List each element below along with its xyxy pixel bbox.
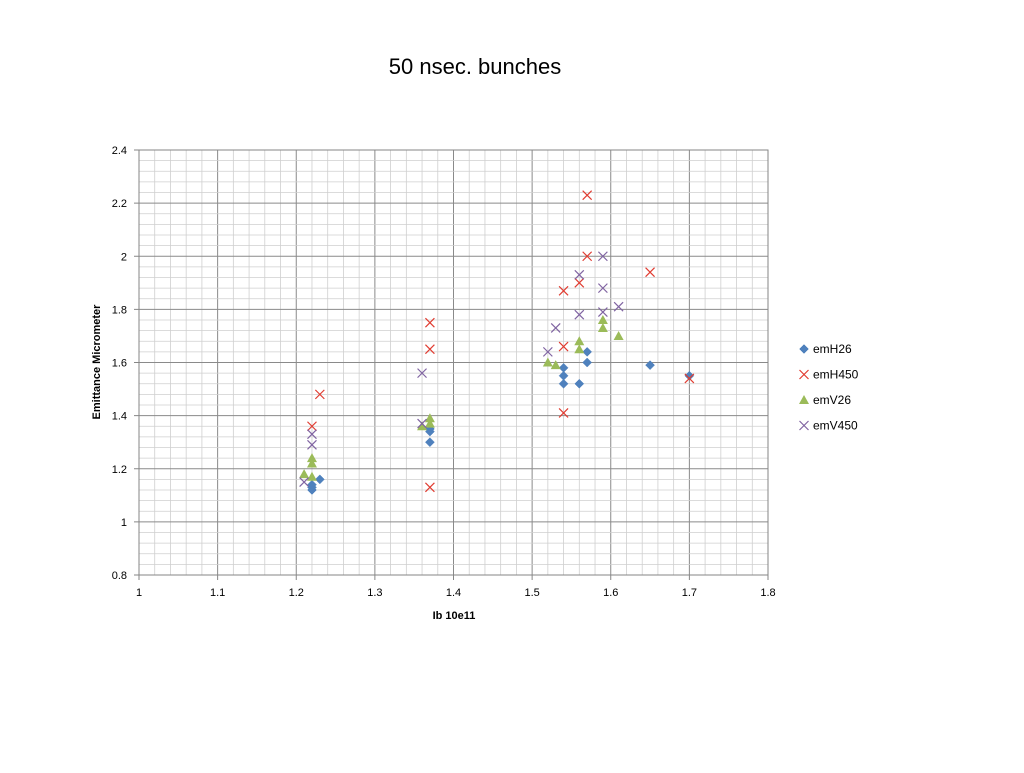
data-point-emV450 <box>542 346 553 357</box>
data-point-emV450 <box>550 323 561 333</box>
data-point-emH26 <box>558 378 569 389</box>
data-point-emV450 <box>417 368 427 379</box>
data-point-emV26 <box>574 344 585 354</box>
data-point-emV450 <box>307 439 317 450</box>
data-point-emV450 <box>417 418 427 429</box>
data-point-emH26 <box>558 362 569 373</box>
legend-marker-emH26 <box>799 344 809 354</box>
data-point-emV26 <box>299 469 310 479</box>
data-point-emH450 <box>558 341 569 352</box>
data-point-emV450 <box>574 269 585 280</box>
data-point-emV26 <box>597 322 608 332</box>
data-point-emV26 <box>306 458 317 468</box>
data-point-emV450 <box>597 283 608 294</box>
legend-label-emH26: emH26 <box>813 342 852 356</box>
data-point-emH450 <box>684 373 695 384</box>
data-points <box>299 190 695 495</box>
data-point-emH450 <box>645 267 655 278</box>
legend: emH26 emH450 emV26 emV450 <box>799 342 859 433</box>
data-point-emV450 <box>597 307 608 317</box>
data-point-emV26 <box>613 330 624 340</box>
data-point-emV26 <box>306 453 317 463</box>
y-tick-label: 2.2 <box>112 198 127 210</box>
data-point-emH26 <box>582 347 593 357</box>
x-tick-label: 1.8 <box>760 587 775 599</box>
data-point-emV450 <box>613 301 624 312</box>
x-axis-title: Ib 10e11 <box>433 610 476 622</box>
data-point-emV450 <box>574 309 585 320</box>
legend-item-emV450: emV450 <box>799 419 858 433</box>
grid <box>138 149 769 576</box>
data-point-emV26 <box>574 336 585 346</box>
data-point-emV26 <box>306 471 317 481</box>
x-tick-label: 1 <box>136 587 142 599</box>
legend-marker-emV450 <box>799 420 809 431</box>
data-point-emH26 <box>645 360 655 371</box>
x-tick-label: 1.4 <box>446 587 461 599</box>
legend-label-emV26: emV26 <box>813 393 851 407</box>
data-point-emH450 <box>582 190 593 201</box>
data-point-emH450 <box>424 317 435 328</box>
legend-item-emH450: emH450 <box>799 368 859 382</box>
x-tick-label: 1.5 <box>524 587 539 599</box>
data-point-emH26 <box>574 378 585 389</box>
data-point-emH26 <box>425 437 435 448</box>
data-point-emH450 <box>574 277 585 288</box>
y-axis-title: Emittance Micrometer <box>91 304 103 420</box>
data-point-emH450 <box>558 408 569 418</box>
data-point-emH450 <box>582 251 593 262</box>
y-tick-label: 1.8 <box>112 304 127 316</box>
data-point-emH450 <box>314 389 325 400</box>
y-tick-label: 1.6 <box>112 358 127 370</box>
y-tick-label: 0.8 <box>112 570 127 582</box>
chart-title: 50 nsec. bunches <box>389 54 561 79</box>
legend-label-emV450: emV450 <box>813 419 858 433</box>
data-point-emH26 <box>582 357 593 368</box>
legend-marker-emV26 <box>799 395 809 404</box>
data-point-emH26 <box>558 370 569 381</box>
data-point-emV26 <box>542 357 553 367</box>
series-emH450 <box>307 190 695 493</box>
x-tick-label: 1.3 <box>367 587 382 599</box>
data-point-emH26 <box>684 370 695 381</box>
data-point-emV26 <box>424 418 435 428</box>
y-tick-label: 1 <box>121 517 127 529</box>
y-tick-label: 1.2 <box>112 464 127 476</box>
data-point-emH26 <box>314 474 325 485</box>
data-point-emV450 <box>307 429 317 440</box>
data-point-emV450 <box>597 251 608 262</box>
tick-labels: 1 1.1 1.2 1.3 1.4 1.5 1.6 1.7 1.8 0.8 1 1.2 1.4 1.6 1.… <box>112 145 776 599</box>
x-tick-label: 1.7 <box>682 587 697 599</box>
legend-marker-emH450 <box>799 369 809 380</box>
x-tick-label: 1.1 <box>210 587 225 599</box>
data-point-emH450 <box>424 482 435 493</box>
legend-label-emH450: emH450 <box>813 368 859 382</box>
data-point-emV26 <box>550 360 561 370</box>
data-point-emH26 <box>307 479 317 490</box>
y-tick-label: 2.4 <box>112 145 127 157</box>
data-point-emV450 <box>299 477 310 487</box>
series-emV450 <box>299 251 624 487</box>
legend-item-emV26: emV26 <box>799 393 851 407</box>
x-tick-label: 1.6 <box>603 587 618 599</box>
y-tick-label: 1.4 <box>112 411 127 423</box>
series-emV26 <box>299 315 624 481</box>
data-point-emV26 <box>424 413 435 423</box>
data-point-emH450 <box>558 285 569 296</box>
y-tick-label: 2 <box>121 251 127 263</box>
data-point-emV26 <box>417 421 428 431</box>
x-tick-label: 1.2 <box>289 587 304 599</box>
data-point-emV26 <box>597 315 608 324</box>
data-point-emH450 <box>307 421 317 432</box>
legend-item-emH26: emH26 <box>799 342 852 356</box>
data-point-emH450 <box>424 344 435 355</box>
